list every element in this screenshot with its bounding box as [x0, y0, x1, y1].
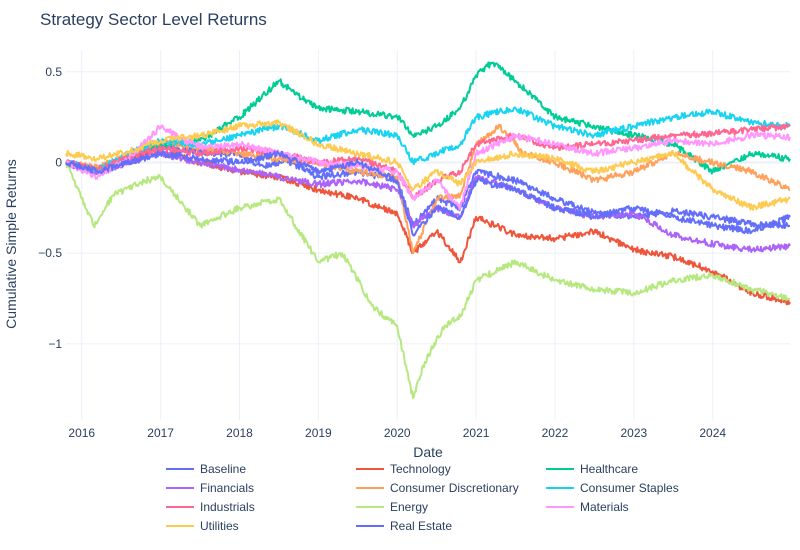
tick-layer: 2016 2017 2018 2019 2020 2021 2022 2023 2024 0.5 0… [38, 65, 726, 440]
series-line-industrials [65, 123, 791, 200]
legend[interactable]: Baseline Technology Healthcare Financials Co… [166, 462, 679, 533]
y-tick-label: −0.5 [38, 246, 62, 260]
y-tick-label: 0 [55, 155, 62, 169]
series-line-real-estate [65, 150, 791, 237]
legend-label: Utilities [200, 519, 239, 533]
legend-item[interactable]: Utilities [166, 519, 239, 533]
x-tick-label: 2018 [226, 426, 253, 440]
x-tick-label: 2021 [463, 426, 490, 440]
y-tick-label: −1 [48, 337, 62, 351]
legend-item[interactable]: Industrials [166, 500, 255, 514]
legend-label: Technology [390, 462, 451, 476]
x-axis-title: Date [413, 444, 443, 460]
legend-label: Real Estate [390, 519, 452, 533]
legend-label: Industrials [200, 500, 255, 514]
legend-label: Healthcare [580, 462, 638, 476]
legend-label: Energy [390, 500, 428, 514]
series-layer [65, 61, 791, 400]
legend-item[interactable]: Financials [166, 481, 254, 495]
x-tick-label: 2024 [699, 426, 726, 440]
y-axis-title: Cumulative Simple Returns [3, 159, 19, 329]
series-line-energy [65, 162, 791, 400]
legend-item[interactable]: Consumer Discretionary [356, 481, 519, 495]
legend-item[interactable]: Consumer Staples [546, 481, 679, 495]
legend-item[interactable]: Baseline [166, 462, 246, 476]
series-line-utilities [65, 119, 791, 211]
x-tick-label: 2019 [305, 426, 332, 440]
legend-item[interactable]: Energy [356, 500, 428, 514]
legend-label: Materials [580, 500, 629, 514]
x-tick-label: 2022 [542, 426, 569, 440]
x-tick-label: 2023 [620, 426, 647, 440]
chart-title: Strategy Sector Level Returns [40, 10, 267, 29]
x-tick-label: 2016 [68, 426, 95, 440]
legend-label: Consumer Discretionary [390, 481, 519, 495]
x-tick-label: 2017 [147, 426, 174, 440]
legend-item[interactable]: Real Estate [356, 519, 452, 533]
series-line-materials [65, 124, 791, 211]
legend-item[interactable]: Materials [546, 500, 629, 514]
x-tick-label: 2020 [384, 426, 411, 440]
legend-label: Financials [200, 481, 254, 495]
legend-item[interactable]: Technology [356, 462, 451, 476]
legend-item[interactable]: Healthcare [546, 462, 638, 476]
y-tick-label: 0.5 [45, 65, 62, 79]
legend-label: Baseline [200, 462, 246, 476]
legend-label: Consumer Staples [580, 481, 679, 495]
